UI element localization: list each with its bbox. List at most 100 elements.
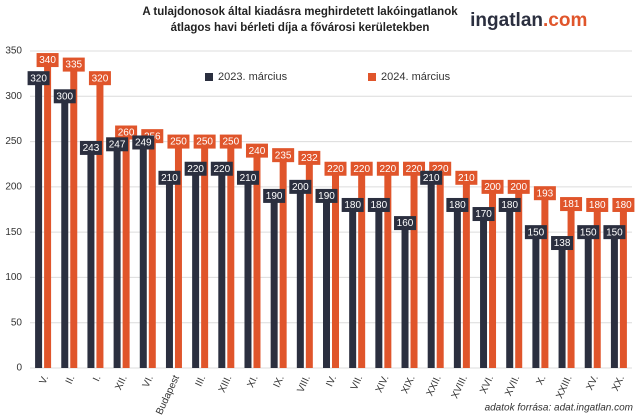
value-label: 150 — [528, 227, 545, 238]
value-label-box — [184, 161, 207, 176]
value-label: 220 — [353, 164, 370, 175]
x-tick-label: XIII. — [217, 374, 234, 395]
x-tick-label: I. — [91, 374, 103, 384]
value-label-box — [245, 143, 268, 158]
bar — [567, 204, 575, 368]
value-label-box — [53, 89, 76, 104]
bar — [515, 186, 523, 368]
value-label-box — [324, 161, 347, 176]
bar — [332, 168, 339, 368]
value-label-box — [88, 71, 111, 86]
x-tick-label: V. — [38, 374, 52, 386]
value-label: 220 — [380, 164, 397, 175]
bar — [165, 177, 173, 368]
x-tick-label: IV. — [324, 374, 339, 389]
value-label: 180 — [449, 200, 466, 211]
y-tick-label: 150 — [5, 227, 22, 238]
y-tick-label: 50 — [11, 317, 23, 328]
bar — [70, 64, 78, 368]
value-label: 190 — [318, 191, 335, 202]
value-label: 150 — [580, 227, 597, 238]
value-label: 235 — [275, 150, 292, 161]
value-label-box — [455, 170, 478, 185]
x-tick-label: Budapest — [154, 374, 182, 417]
value-label: 220 — [327, 164, 344, 175]
x-tick-label: XVIII. — [450, 374, 470, 401]
bar — [436, 168, 444, 368]
value-label-box — [315, 188, 338, 203]
bar — [218, 168, 226, 368]
bar — [349, 204, 357, 368]
value-label-box — [507, 179, 530, 194]
value-label: 247 — [109, 139, 126, 150]
value-label: 335 — [65, 60, 82, 71]
bar — [44, 60, 52, 369]
bar — [122, 132, 130, 368]
value-label-box — [236, 170, 259, 185]
value-label-box — [158, 170, 181, 185]
x-tick-label: X. — [535, 374, 549, 387]
bar — [270, 195, 278, 368]
x-tick-label: II. — [64, 374, 77, 386]
value-label-box — [132, 135, 155, 150]
value-label: 200 — [484, 182, 501, 193]
value-label-box — [560, 197, 583, 212]
y-tick-label: 300 — [5, 91, 22, 102]
bar — [296, 186, 304, 368]
bar — [192, 168, 200, 368]
value-label-box — [210, 161, 233, 176]
value-label-box — [193, 134, 216, 149]
y-tick-label: 0 — [16, 363, 22, 374]
x-tick-label: XI. — [245, 374, 260, 390]
bar — [358, 168, 366, 368]
y-tick-label: 200 — [5, 181, 22, 192]
x-tick-label: XIX. — [400, 374, 418, 396]
x-tick-label: XV. — [584, 374, 600, 392]
legend-label: 2024. március — [381, 71, 451, 83]
bar — [61, 96, 69, 369]
source: adatok forrása: adat.ingatlan.com — [485, 403, 633, 414]
bar — [593, 204, 601, 368]
value-label: 160 — [397, 218, 414, 229]
value-label-box — [79, 140, 102, 155]
bar — [201, 141, 209, 368]
bar — [462, 177, 470, 368]
value-label-box — [498, 197, 521, 212]
value-label: 210 — [240, 173, 257, 184]
value-label: 243 — [83, 143, 100, 154]
bar — [541, 193, 549, 368]
value-label-box — [27, 71, 50, 86]
bar — [279, 155, 287, 368]
y-tick-label: 100 — [5, 272, 22, 283]
value-label: 320 — [30, 73, 47, 84]
bar — [584, 232, 592, 368]
bar — [35, 78, 43, 369]
value-label: 170 — [475, 209, 492, 220]
bar — [375, 204, 383, 368]
value-label-box — [341, 197, 364, 212]
value-label-box — [420, 170, 443, 185]
bar — [174, 141, 182, 368]
x-tick-label: XII. — [113, 374, 129, 392]
x-tick-label: IX. — [272, 374, 287, 390]
value-label: 240 — [249, 146, 266, 157]
x-tick-label: XXII. — [425, 374, 444, 398]
bar — [558, 243, 566, 368]
bar — [244, 177, 252, 368]
chart-title: átlagos havi bérleti díja a fővárosi ker… — [171, 22, 430, 34]
value-label-box — [289, 179, 312, 194]
value-label-box — [612, 197, 635, 212]
value-label-box — [350, 161, 373, 176]
value-label: 210 — [458, 173, 475, 184]
bar — [506, 204, 514, 368]
x-tick-label: VI. — [141, 374, 156, 390]
chart-title: A tulajdonosok által kiadásra meghirdete… — [142, 6, 458, 18]
value-label-box — [472, 207, 495, 222]
value-label-box — [106, 137, 129, 152]
bar — [113, 144, 121, 368]
value-label-box — [367, 197, 390, 212]
value-label: 200 — [510, 182, 527, 193]
value-label-box — [36, 53, 59, 68]
bar — [139, 142, 147, 368]
